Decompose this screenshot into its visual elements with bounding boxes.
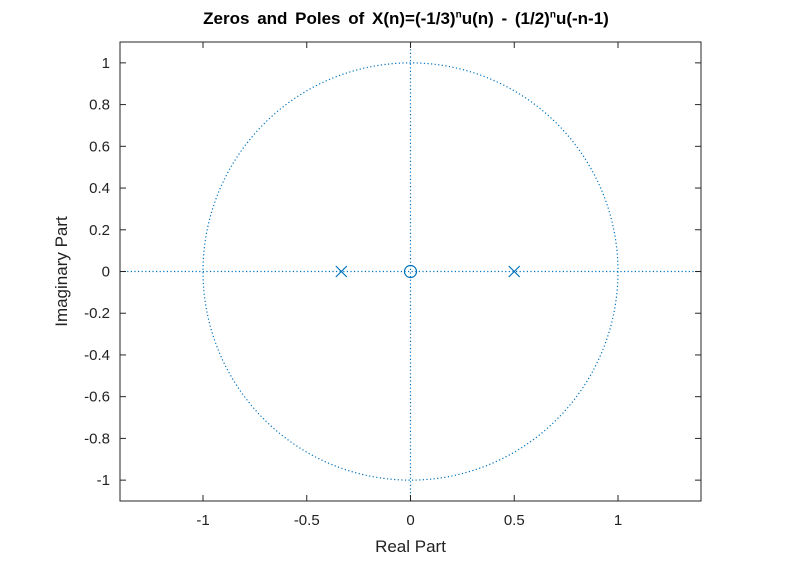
y-tick-label: 0.6 [89, 138, 110, 155]
unit-circle [202, 62, 619, 481]
y-axis-label: Imaginary Part [52, 216, 71, 327]
y-tick-label: 0 [102, 264, 110, 281]
zero-marker [403, 264, 418, 279]
y-tick-label: -1 [97, 472, 110, 489]
y-tick-label: -0.6 [84, 389, 110, 406]
x-tick-label: 0 [406, 512, 414, 529]
y-tick-label: -0.8 [84, 430, 110, 447]
pole-marker [508, 265, 521, 278]
pole-marker [335, 265, 348, 278]
chart-title: Zeros and Poles of X(n)=(-1/3)nu(n) - (1… [0, 9, 812, 29]
x-tick-label: 1 [614, 512, 622, 529]
title-sup-2: n [549, 9, 556, 21]
title-sup-1: n [455, 9, 462, 21]
title-part-mid: u(n) - (1/2) [461, 9, 550, 28]
y-tick-label: 0.4 [89, 180, 110, 197]
y-tick-label: -0.4 [84, 347, 110, 364]
x-tick-label: -0.5 [294, 512, 320, 529]
title-part-post: u(-n-1) [555, 9, 609, 28]
axis-ticks: -1 -0.5 0 0.5 1 1 0.8 0.6 0.4 0.2 0 -0.2 -0.4 -0.6 -0.… [84, 42, 701, 529]
y-tick-label: 1 [102, 55, 110, 72]
x-tick-label: 0.5 [504, 512, 525, 529]
x-tick-label: -1 [196, 512, 209, 529]
y-tick-label: 0.8 [89, 97, 110, 114]
x-axis-label: Real Part [375, 537, 446, 556]
plot-marks [120, 42, 701, 501]
y-tick-label: 0.2 [89, 222, 110, 239]
title-part-pre: Zeros and Poles of X(n)=(-1/3) [203, 9, 456, 28]
y-tick-label: -0.2 [84, 305, 110, 322]
